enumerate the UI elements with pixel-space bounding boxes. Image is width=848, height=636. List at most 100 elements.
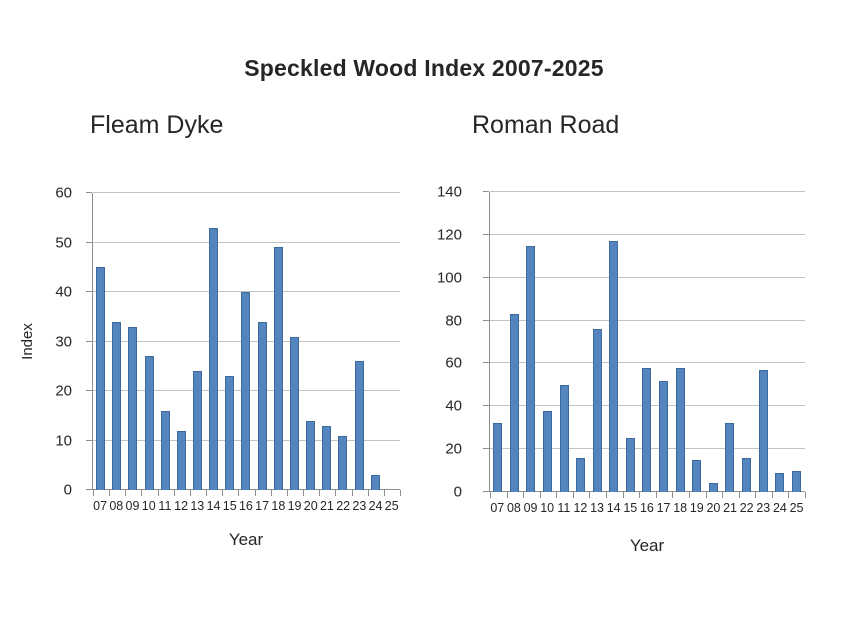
x-tick (109, 490, 111, 496)
bar-slot-23 (352, 193, 368, 490)
x-tick-label: 19 (689, 501, 704, 515)
x-tick (672, 492, 674, 498)
bar-09 (128, 326, 138, 490)
x-tick (639, 492, 641, 498)
x-tick-label: 17 (656, 501, 671, 515)
bar-17 (659, 380, 669, 492)
bar-slot-25 (384, 193, 400, 490)
y-tick (483, 491, 489, 492)
x-tick-label: 16 (238, 499, 253, 513)
y-tick (86, 439, 92, 441)
x-tick (189, 490, 191, 496)
x-tick-label: 25 (384, 499, 399, 513)
x-tick (351, 490, 353, 496)
bar-slot-18 (271, 193, 287, 490)
x-tick (173, 490, 175, 496)
bar-08 (509, 314, 519, 492)
bar-18 (675, 367, 685, 492)
bar-slot-20 (303, 193, 319, 490)
x-tick-label: 08 (506, 501, 521, 515)
bar-19 (289, 336, 299, 490)
x-tick-label: 11 (557, 501, 571, 515)
bar-slot-25 (788, 192, 805, 492)
x-tick-label: 14 (606, 501, 621, 515)
y-tick (86, 192, 92, 193)
bar-22 (741, 457, 751, 492)
bar-slot-20 (706, 192, 723, 492)
gridline (490, 233, 805, 235)
x-axis-title: Year (629, 536, 665, 555)
bar-slot-07 (490, 192, 507, 492)
x-tick (722, 492, 724, 498)
x-axis-tick-labels: 07 08 09 10 11 12 13 14 15 16 17 18 19 20 21 22 23 24 25 (489, 501, 805, 515)
gridline (93, 241, 400, 243)
gridline (93, 192, 400, 193)
bar-10 (543, 410, 553, 492)
gridline (93, 291, 400, 292)
bar-slot-14 (206, 193, 222, 490)
bar-12 (176, 430, 186, 490)
x-tick (141, 490, 143, 496)
bar-07 (493, 423, 503, 492)
x-tick (572, 492, 574, 498)
chart-title: Roman Road (472, 111, 620, 139)
gridline (490, 276, 805, 278)
bar-22 (338, 435, 348, 490)
x-tick (622, 492, 624, 498)
bar-10 (144, 356, 154, 490)
x-tick-label: 09 (125, 499, 140, 513)
y-tick (86, 291, 92, 292)
x-tick-label: 12 (573, 501, 588, 515)
bar-slot-11 (556, 192, 573, 492)
y-tick-label: 100 (436, 269, 462, 287)
x-tick-label: 22 (336, 499, 351, 513)
bar-slot-13 (589, 192, 606, 492)
bar-07 (96, 267, 106, 490)
x-tick-label: 11 (158, 499, 172, 513)
x-tick-label: 24 (368, 499, 383, 513)
x-tick (556, 492, 558, 498)
gridline (490, 191, 805, 192)
x-tick (606, 492, 608, 498)
x-tick-label: 23 (352, 499, 367, 513)
x-tick-label: 19 (287, 499, 302, 513)
y-tick-label: 30 (55, 333, 72, 350)
y-tick (483, 233, 489, 235)
bar-slot-16 (639, 192, 656, 492)
y-tick-label: 80 (445, 312, 462, 330)
bar-slot-22 (335, 193, 351, 490)
bar-series (93, 193, 400, 490)
x-tick (705, 492, 707, 498)
x-tick (93, 490, 94, 496)
x-tick (157, 490, 159, 496)
bar-14 (209, 227, 219, 490)
bar-25 (791, 470, 801, 492)
x-axis-title: Year (228, 530, 264, 549)
y-tick-label: 10 (55, 432, 72, 449)
x-tick (755, 492, 757, 498)
bar-slot-14 (606, 192, 623, 492)
y-tick (483, 319, 489, 321)
x-tick-label: 24 (772, 501, 787, 515)
bar-14 (609, 241, 619, 492)
y-axis-tick-labels: 0 10 20 30 40 50 60 (30, 185, 82, 499)
y-tick-label: 60 (55, 184, 72, 202)
x-tick (383, 490, 385, 496)
bar-21 (322, 425, 332, 490)
bar-16 (642, 367, 652, 492)
y-tick-label: 60 (445, 354, 462, 372)
gridline (490, 362, 805, 364)
y-tick (86, 340, 92, 342)
bar-slot-08 (507, 192, 524, 492)
bar-15 (225, 376, 235, 490)
x-axis-tick-labels: 07 08 09 10 11 12 13 14 15 16 17 18 19 20 21 22 23 24 25 (92, 499, 400, 513)
x-tick (805, 492, 806, 498)
bar-20 (708, 483, 718, 492)
bar-slot-16 (238, 193, 254, 490)
bar-11 (559, 384, 569, 492)
x-tick (319, 490, 321, 496)
x-tick-label: 18 (271, 499, 286, 513)
y-tick-label: 40 (55, 283, 72, 301)
x-tick (303, 490, 305, 496)
